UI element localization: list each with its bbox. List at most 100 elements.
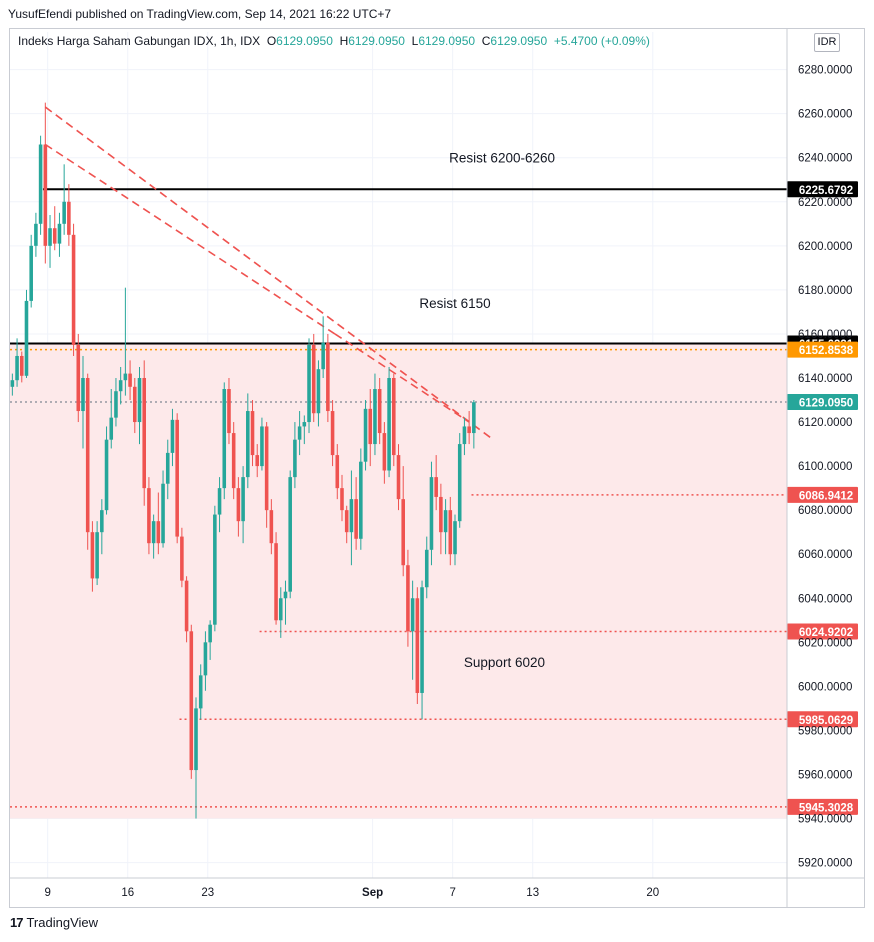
tradingview-brand[interactable]: 17 TradingView	[10, 915, 98, 930]
y-tick-label: 6240.0000	[798, 153, 852, 165]
candle-body	[81, 377, 85, 412]
candle-body	[246, 411, 250, 478]
candle-body	[326, 342, 330, 412]
y-tick-label: 6020.0000	[798, 637, 852, 649]
legend-close-label: C	[481, 34, 491, 48]
candle-body	[311, 344, 316, 414]
level-price-label: 6024.9202	[799, 627, 853, 639]
legend-symbol: Indeks Harga Saham Gabungan IDX, 1h, IDX	[18, 34, 261, 48]
candle-body	[288, 477, 292, 592]
candle-body	[250, 411, 255, 456]
candle-body	[373, 389, 377, 445]
level-price-tag	[787, 623, 858, 640]
annotation-text: Support 6020	[464, 655, 545, 670]
candle-body	[340, 488, 344, 511]
price-zone	[10, 343, 787, 819]
candle-body	[377, 389, 382, 434]
candle-body	[420, 587, 424, 693]
candle-body	[90, 532, 95, 579]
candle-body	[344, 510, 349, 533]
y-tick-label: 6180.0000	[798, 285, 852, 297]
x-tick-label: 23	[201, 887, 214, 899]
level-price-tag	[787, 486, 858, 503]
y-tick-label: 6200.0000	[798, 241, 852, 253]
y-tick-label: 6140.0000	[798, 373, 852, 385]
candle-body	[457, 444, 462, 522]
published-note: YusufEfendi published on TradingView.com…	[8, 7, 392, 21]
candle-body	[142, 377, 146, 489]
candle-body	[208, 624, 212, 643]
candle-body	[297, 426, 302, 440]
candle-body	[335, 455, 340, 489]
level-price-label: 5985.0629	[799, 715, 853, 727]
axes: 5920.0000 5940.0000 5960.0000 5980.0000 6000…	[9, 28, 865, 908]
candle-body	[100, 510, 104, 533]
candle-body	[467, 426, 471, 434]
candle-body	[274, 543, 278, 621]
y-tick-label: 6280.0000	[798, 65, 852, 77]
candle-body	[184, 580, 189, 632]
candle-body	[392, 377, 396, 456]
chart-frame	[9, 28, 865, 908]
candle-body	[302, 422, 307, 427]
candle-body	[222, 389, 227, 489]
y-tick-label: 5980.0000	[798, 725, 852, 737]
candle-body	[133, 386, 137, 423]
candle-body	[62, 201, 66, 224]
candle-body	[137, 377, 142, 423]
y-tick-label: 6260.0000	[798, 109, 852, 121]
annotation-text: Resist 6200-6260	[449, 151, 555, 166]
candle-body	[415, 598, 420, 693]
candle-body	[114, 391, 118, 418]
level-price-label: 6086.9412	[799, 490, 853, 502]
y-tick-label: 5960.0000	[798, 769, 852, 781]
candle-body	[363, 408, 368, 462]
candle-body	[293, 439, 297, 478]
candle-body	[170, 419, 175, 453]
x-tick-label: 20	[646, 887, 659, 899]
candle-body	[34, 223, 38, 246]
annotations: Resist 6200-6260 Resist 6150 Support 6020	[419, 151, 555, 670]
tradingview-logo-icon: 17	[10, 915, 24, 930]
level-price-tag	[787, 711, 858, 728]
level-price-label: 6225.6792	[799, 185, 853, 197]
candle-body	[260, 426, 264, 467]
candle-body	[151, 521, 156, 544]
candle-body	[429, 477, 434, 550]
candle-body	[10, 380, 15, 387]
candle-body	[278, 598, 283, 621]
candle-body	[38, 144, 43, 224]
y-tick-label: 5920.0000	[798, 858, 852, 870]
candle-body	[123, 373, 128, 381]
candle-body	[15, 355, 19, 381]
y-tick-label: 6000.0000	[798, 681, 852, 693]
legend-low-label: L	[411, 34, 419, 48]
candle-body	[349, 499, 354, 533]
y-tick-label: 6100.0000	[798, 461, 852, 473]
candle-body	[194, 708, 198, 771]
candle-body	[462, 426, 467, 445]
legend-close: 6129.0950	[490, 34, 548, 48]
level-price-label: 5945.3028	[799, 802, 854, 814]
candle-body	[213, 514, 217, 625]
candle-body	[198, 675, 203, 709]
candle-body	[359, 461, 363, 539]
candle-body	[382, 433, 387, 471]
candle-body	[57, 223, 62, 244]
candle-body	[241, 477, 245, 522]
candle-body	[269, 510, 274, 544]
candle-body	[434, 477, 438, 497]
brand-name: TradingView	[26, 915, 99, 930]
candle-body	[231, 433, 236, 489]
level-price-tag	[787, 341, 858, 358]
legend-open-label: O	[266, 34, 277, 48]
candle-body	[104, 439, 109, 511]
y-tick-label: 6040.0000	[798, 593, 852, 605]
candle-body	[109, 417, 114, 440]
candle-body	[396, 455, 401, 500]
level-price-tag	[787, 798, 858, 815]
currency-button[interactable]: IDR	[814, 33, 840, 52]
candle-body	[118, 380, 123, 392]
candle-body	[307, 344, 311, 423]
